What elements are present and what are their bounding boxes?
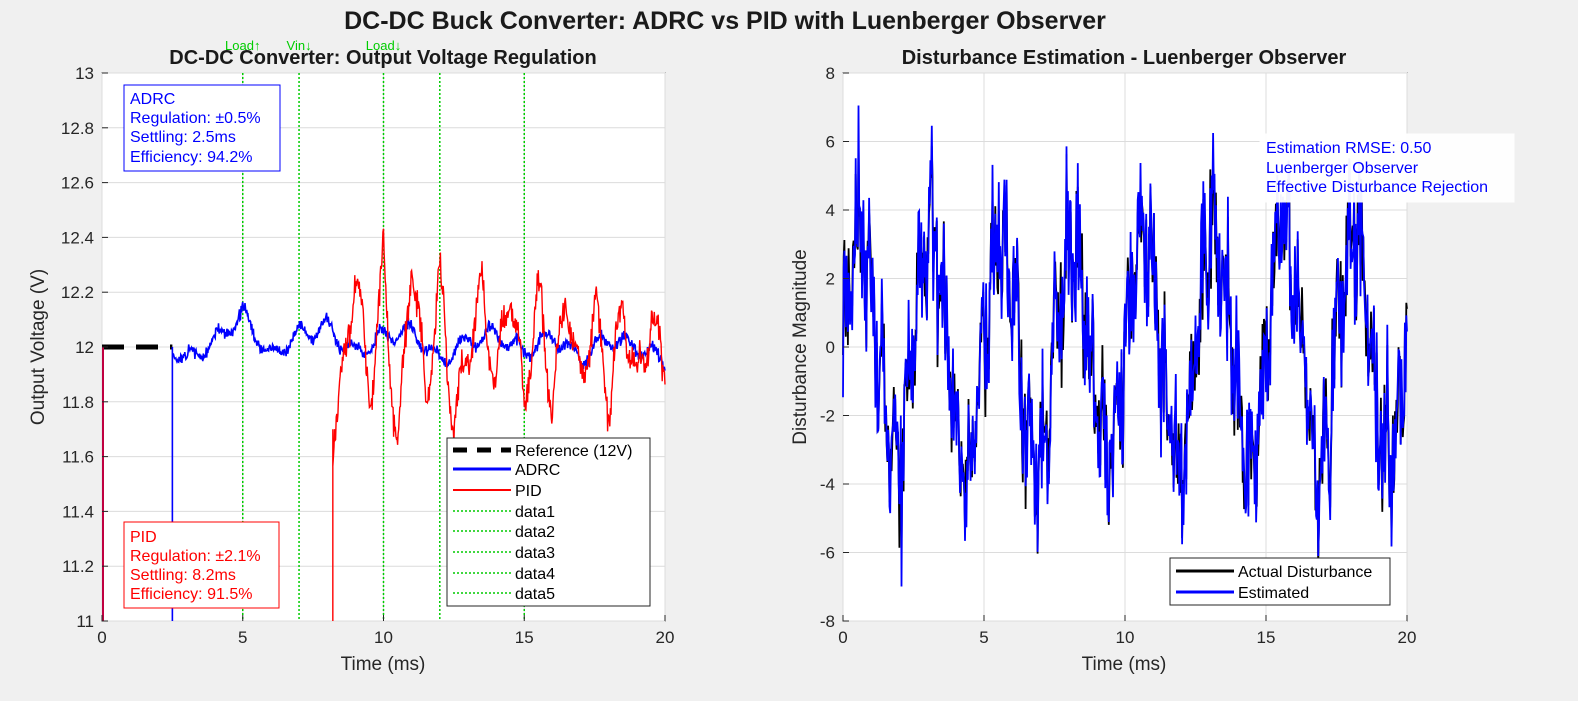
disturbance-series: [842, 105, 1408, 587]
pid-annotation-line: Settling: 8.2ms: [130, 567, 236, 584]
voltage-y-tick-label: 12.8: [61, 119, 94, 138]
voltage-y-tick-label: 11.2: [62, 557, 94, 576]
legend-entry: data5: [515, 586, 555, 603]
disturbance-y-axis-label: Disturbance Magnitude: [790, 249, 811, 444]
pid-annotation-line: Efficiency: 91.5%: [130, 586, 252, 603]
legend-entry: data2: [515, 524, 555, 541]
disturbance-y-tick-label: -4: [820, 475, 835, 494]
disturbance-x-tick-label: 15: [1257, 628, 1276, 647]
legend-entry: data4: [515, 566, 555, 583]
rmse-annotation-line: Estimation RMSE: 0.50: [1266, 140, 1432, 157]
disturbance-y-tick-label: 4: [826, 201, 835, 220]
pid-annotation-line: PID: [130, 529, 157, 546]
legend-entry: Reference (12V): [515, 443, 632, 460]
rmse-annotation-line: Effective Disturbance Rejection: [1266, 179, 1488, 196]
voltage-x-axis-label: Time (ms): [341, 654, 426, 675]
voltage-chart-title: DC-DC Converter: Output Voltage Regulati…: [169, 47, 596, 69]
voltage-y-tick-label: 11.4: [62, 502, 94, 521]
voltage-x-tick-label: 5: [238, 628, 247, 647]
voltage-y-tick-label: 12.6: [61, 174, 94, 193]
event-label: Vin↓: [287, 38, 312, 53]
legend-entry: Estimated: [1238, 585, 1309, 602]
disturbance-y-tick-label: 0: [826, 338, 835, 357]
disturbance-x-axis-label: Time (ms): [1082, 654, 1167, 675]
voltage-y-tick-label: 12.4: [61, 228, 94, 247]
adrc-annotation-line: Settling: 2.5ms: [130, 129, 236, 146]
disturbance-y-tick-label: 6: [826, 133, 835, 152]
disturbance-x-tick-label: 10: [1116, 628, 1135, 647]
disturbance-ticks: 0 5 10 15 20 -8 -6 -4 -2 0 2 4 6 8: [820, 64, 1417, 647]
voltage-y-tick-label: 11: [76, 612, 94, 631]
voltage-y-tick-label: 12.2: [61, 283, 94, 302]
voltage-event-labels: Load↑ Vin↓ Load↓: [225, 38, 401, 53]
voltage-legend: Reference (12V) ADRC PID data1 data2 dat…: [446, 437, 651, 607]
voltage-chart: DC-DC Converter: Output Voltage Regulati…: [28, 38, 674, 675]
legend-entry: Actual Disturbance: [1238, 564, 1372, 581]
voltage-x-tick-label: 20: [656, 628, 675, 647]
voltage-y-tick-label: 13: [75, 64, 94, 83]
pid-annotation-box: PID Regulation: ±2.1% Settling: 8.2ms Ef…: [123, 521, 280, 609]
disturbance-chart-title: Disturbance Estimation - Luenberger Obse…: [902, 47, 1347, 69]
disturbance-x-tick-label: 20: [1398, 628, 1417, 647]
voltage-y-tick-label: 12: [75, 338, 94, 357]
disturbance-y-tick-label: -2: [820, 407, 835, 426]
pid-annotation-line: Regulation: ±2.1%: [130, 548, 261, 565]
voltage-series: [102, 228, 666, 621]
voltage-x-tick-label: 0: [97, 628, 106, 647]
disturbance-y-tick-label: 8: [826, 64, 835, 83]
event-label: Load↓: [366, 38, 401, 53]
voltage-y-axis-label: Output Voltage (V): [28, 269, 49, 425]
rmse-annotation-box: Estimation RMSE: 0.50 Luenberger Observe…: [1259, 133, 1515, 203]
disturbance-y-tick-label: -8: [820, 612, 835, 631]
disturbance-y-tick-label: 2: [826, 270, 835, 289]
estimated-disturbance-line: [842, 105, 1408, 587]
adrc-annotation-line: Regulation: ±0.5%: [130, 110, 261, 127]
disturbance-x-tick-label: 5: [979, 628, 988, 647]
voltage-x-tick-label: 10: [374, 628, 393, 647]
pid-series-line: [332, 228, 666, 621]
adrc-annotation-line: Efficiency: 94.2%: [130, 149, 252, 166]
disturbance-legend: Actual Disturbance Estimated: [1169, 557, 1391, 606]
disturbance-x-tick-label: 0: [838, 628, 847, 647]
legend-entry: ADRC: [515, 462, 560, 479]
voltage-y-tick-label: 11.8: [62, 393, 94, 412]
legend-entry: data1: [515, 504, 555, 521]
adrc-annotation-box: ADRC Regulation: ±0.5% Settling: 2.5ms E…: [123, 84, 281, 172]
adrc-annotation-line: ADRC: [130, 91, 175, 108]
voltage-x-tick-label: 15: [515, 628, 534, 647]
legend-entry: PID: [515, 483, 542, 500]
disturbance-y-tick-label: -6: [820, 544, 835, 563]
figure-title: DC-DC Buck Converter: ADRC vs PID with L…: [344, 7, 1106, 35]
rmse-annotation-line: Luenberger Observer: [1266, 160, 1419, 177]
disturbance-chart: Disturbance Estimation - Luenberger Obse…: [790, 47, 1515, 675]
event-label: Load↑: [225, 38, 260, 53]
voltage-ticks: 0 5 10 15 20 11 11.2 11.4 11.6 11.8 12 12.2 12.4 12.6…: [61, 64, 675, 647]
voltage-y-tick-label: 11.6: [62, 448, 94, 467]
legend-entry: data3: [515, 545, 555, 562]
adrc-series-line: [171, 301, 666, 621]
